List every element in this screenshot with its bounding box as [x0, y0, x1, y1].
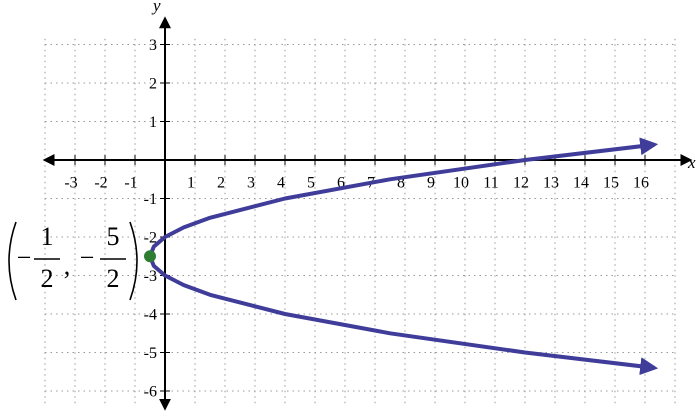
x-tick-label: 12: [513, 175, 529, 192]
numerator: 5: [107, 222, 120, 251]
x-tick-label: 1: [187, 175, 195, 192]
x-tick-label: 13: [543, 175, 559, 192]
x-axis-label: x: [687, 153, 696, 172]
y-tick-label: -6: [144, 384, 157, 401]
x-tick-label: 6: [337, 175, 345, 192]
y-tick-label: 2: [149, 76, 157, 93]
axes: [42, 16, 693, 411]
y-tick-label: 1: [149, 114, 157, 131]
denominator: 2: [107, 264, 120, 293]
paren-left: [8, 221, 17, 301]
x-tick-label: 2: [217, 175, 225, 192]
x-tick-label: -3: [64, 175, 77, 192]
x-tick-label: -2: [94, 175, 107, 192]
x-tick-label: 11: [483, 175, 498, 192]
x-tick-label: 9: [427, 175, 435, 192]
paren-right: [129, 221, 138, 301]
tick-labels: xy-3 -2 -1 1 2 3 4 5 6 7 8 9 10 11 12 13 14 15 16-6-5-4-3-…: [64, 0, 696, 401]
plot: [144, 137, 659, 376]
sign: −: [17, 243, 32, 272]
x-tick-label: 8: [397, 175, 405, 192]
vertex-label: − 1 2 , − 5 2: [8, 221, 138, 301]
x-tick-label: 10: [453, 175, 469, 192]
x-tick-label: -1: [124, 175, 137, 192]
denominator: 2: [41, 264, 54, 293]
y-axis-label: y: [151, 0, 161, 15]
x-tick-label: 15: [603, 175, 619, 192]
sign: −: [80, 243, 95, 272]
grid: [44, 38, 676, 407]
x-tick-label: 14: [573, 175, 589, 192]
y-tick-label: -4: [144, 307, 157, 324]
y-tick-label: -5: [144, 345, 157, 362]
x-tick-label: 3: [247, 175, 255, 192]
y-tick-label: -2: [144, 230, 157, 247]
y-tick-label: -1: [144, 191, 157, 208]
x-tick-label: 16: [633, 175, 649, 192]
y-tick-label: 3: [149, 37, 157, 54]
x-tick-label: 5: [307, 175, 315, 192]
numerator: 1: [41, 222, 54, 251]
separator: ,: [64, 251, 71, 280]
y-tick-label: -3: [144, 268, 157, 285]
vertex-point: [144, 250, 156, 263]
x-tick-label: 4: [277, 175, 285, 192]
